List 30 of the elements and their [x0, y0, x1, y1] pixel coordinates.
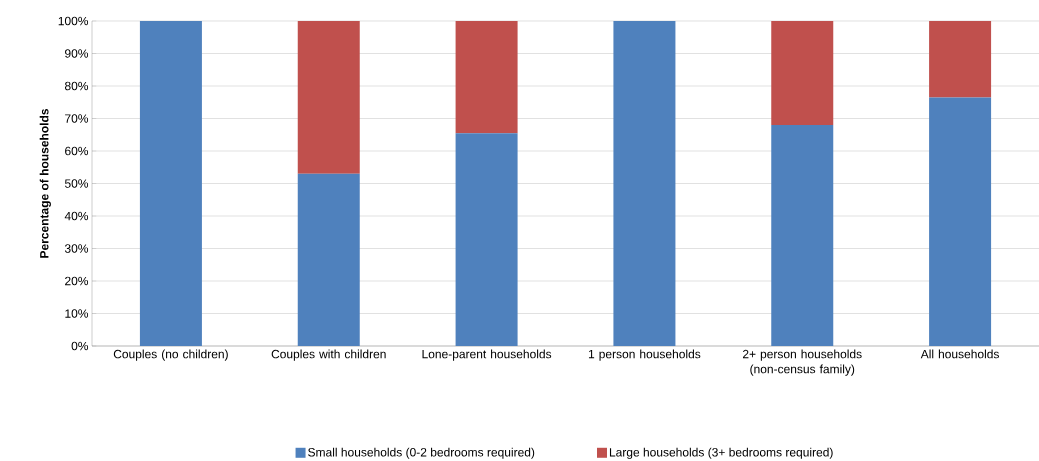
x-tick-label: 2+ person households (non-census family) [742, 349, 862, 376]
y-tick-label: 70% [65, 114, 89, 123]
bar [297, 173, 360, 346]
y-tick-label: 50% [64, 179, 89, 188]
y-tick-label: 40% [64, 211, 89, 221]
y-tick-label: 80% [64, 81, 89, 91]
y-tick-label: 0% [71, 341, 89, 351]
x-tick-label: 1 person households [588, 349, 701, 361]
y-tick-label: 100% [58, 16, 89, 26]
y-tick-label: 20% [65, 276, 89, 286]
y-tick-label: 60% [65, 146, 89, 156]
bar [455, 133, 518, 346]
bar [297, 21, 360, 174]
x-tick-label: Lone-parent households [422, 349, 552, 361]
legend-label: Large households (3+ bedrooms required) [609, 447, 833, 459]
y-tick-label: 90% [65, 49, 89, 58]
bar [771, 21, 834, 125]
bar [613, 21, 676, 346]
x-tick-label: Couples (no children) [113, 349, 228, 361]
legend-label: Small households (0-2 bedrooms required) [308, 447, 535, 459]
y-axis-title: Percentage of households [39, 108, 51, 258]
bar [929, 97, 992, 346]
y-tick-label: 10% [65, 309, 89, 318]
bar [771, 125, 834, 346]
x-tick-label: Couples with children [271, 349, 386, 361]
y-tick-label: 30% [64, 244, 89, 253]
x-tick-label: All households [920, 349, 999, 359]
bar [929, 21, 992, 98]
bar [139, 21, 202, 346]
bar [455, 21, 518, 134]
